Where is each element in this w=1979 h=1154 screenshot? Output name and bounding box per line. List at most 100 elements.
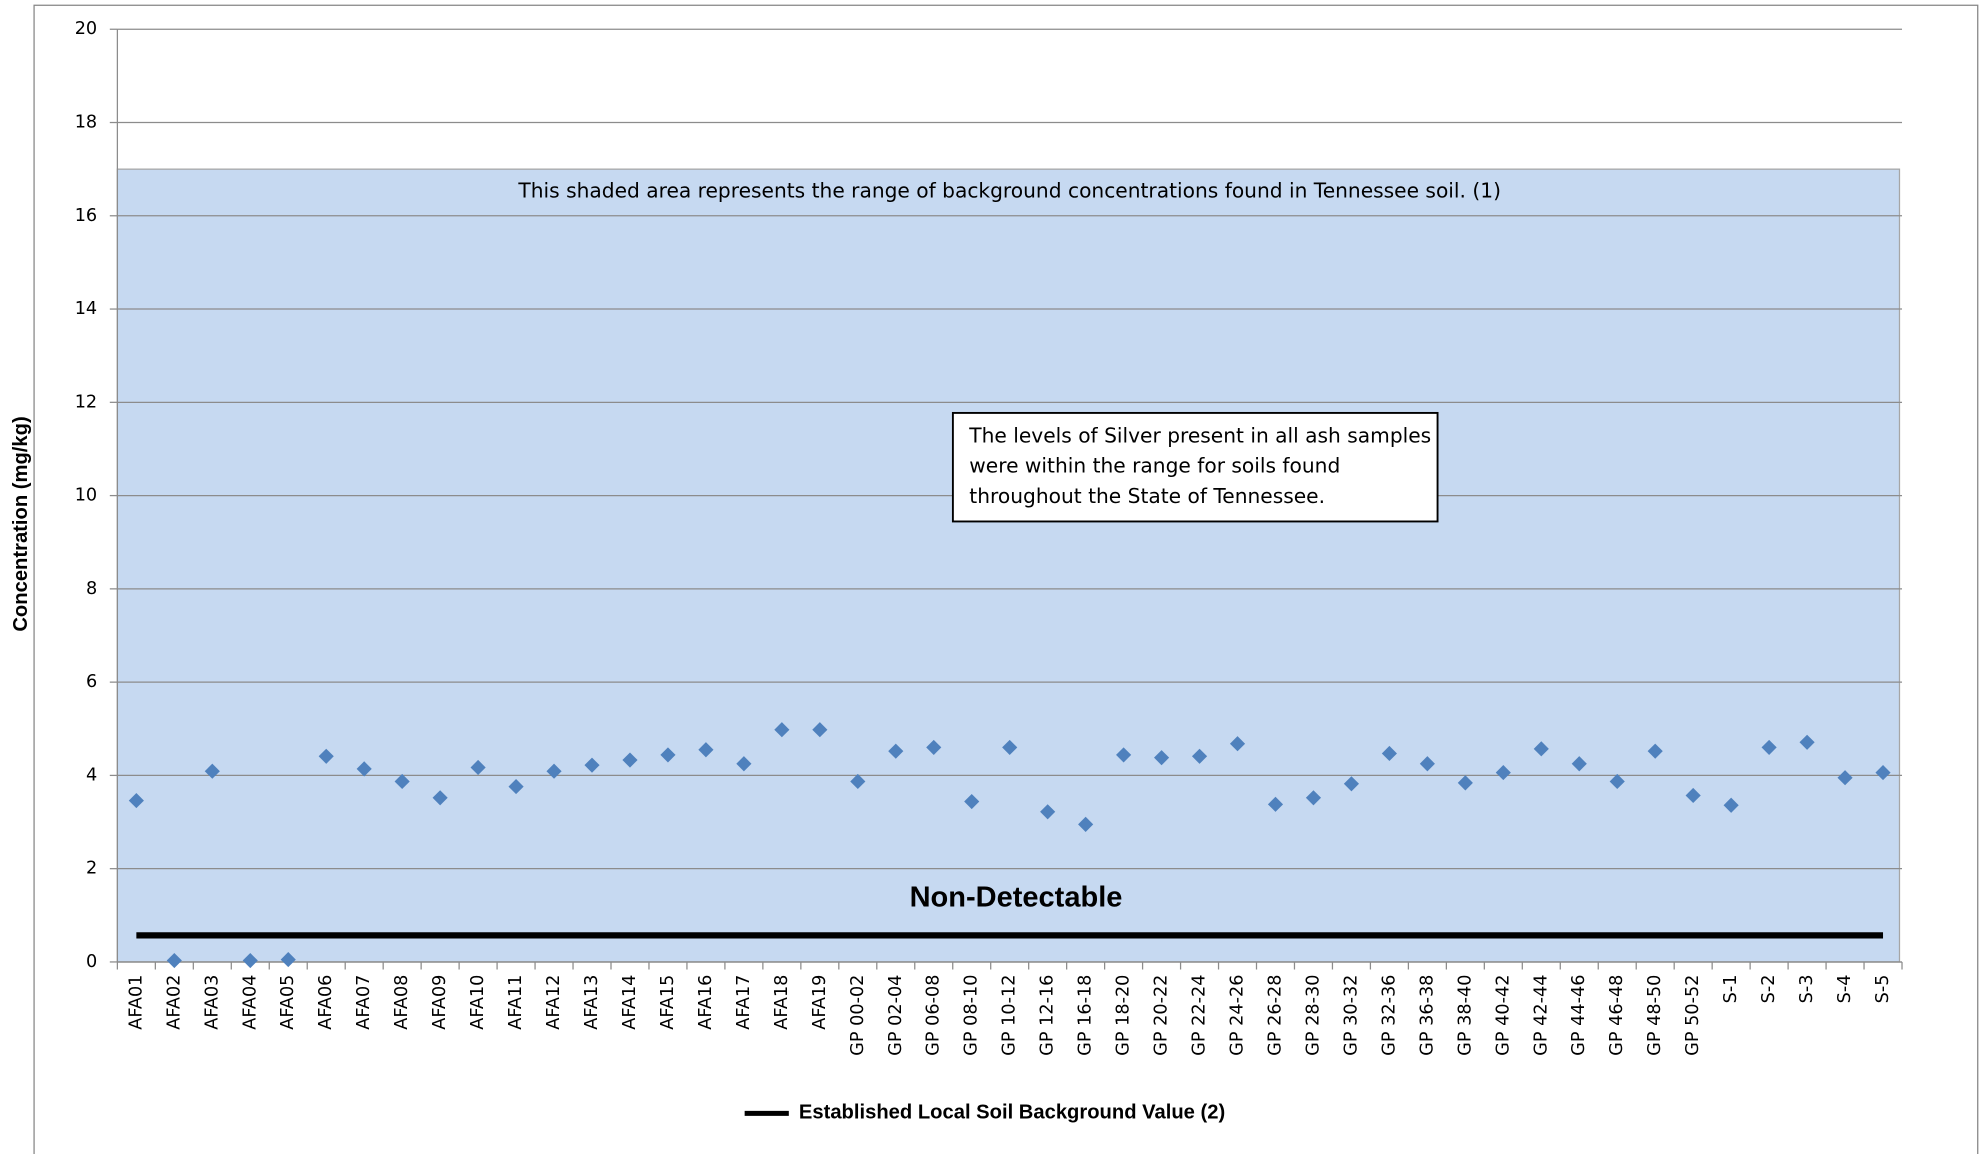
- x-tick-label: S-5: [1873, 975, 1893, 1004]
- point: [432, 790, 448, 806]
- point: [1571, 756, 1587, 772]
- point: [1685, 787, 1701, 804]
- point: [1647, 743, 1663, 759]
- y-tick-label: 16: [75, 206, 97, 226]
- x-tick-label: GP 50-52: [1683, 975, 1703, 1056]
- x-tick-label: AFA16: [696, 975, 716, 1030]
- x-tick-label: S-4: [1835, 975, 1855, 1004]
- x-tick-label: AFA17: [734, 975, 754, 1030]
- point: [1761, 739, 1777, 755]
- point: [280, 952, 296, 968]
- point: [356, 761, 372, 777]
- x-tick-label: AFA04: [240, 975, 260, 1030]
- x-tick-label: GP 46-48: [1607, 975, 1627, 1056]
- point: [888, 743, 904, 759]
- point: [1154, 750, 1170, 766]
- x-tick-label: GP 48-50: [1645, 975, 1665, 1056]
- y-tick-label: 6: [86, 672, 97, 692]
- legend-label: Established Local Soil Background Value …: [799, 1102, 1225, 1124]
- x-tick-label: S-1: [1721, 975, 1741, 1004]
- point: [1116, 747, 1132, 763]
- annotation-text: The levels of Silver present in all ash …: [968, 423, 1431, 447]
- x-tick-label: AFA08: [392, 975, 412, 1030]
- point: [774, 722, 790, 738]
- point: [1495, 765, 1511, 781]
- x-tick-label: S-3: [1797, 975, 1817, 1004]
- point: [584, 757, 600, 773]
- x-tick-label: GP 00-02: [848, 975, 868, 1056]
- x-tick-label: GP 02-04: [886, 975, 906, 1056]
- y-tick-label: 2: [86, 859, 97, 879]
- point: [1305, 790, 1322, 806]
- point: [508, 779, 524, 795]
- x-tick-label: AFA06: [316, 975, 336, 1030]
- point: [622, 752, 638, 768]
- x-tick-label: GP 18-20: [1114, 975, 1134, 1056]
- point: [1609, 773, 1625, 790]
- point: [850, 773, 866, 790]
- annotation-box: [951, 411, 1439, 523]
- point: [1723, 797, 1739, 813]
- x-tick-label: GP 26-28: [1265, 975, 1285, 1056]
- y-tick-label: 10: [75, 486, 97, 506]
- x-tick-label: GP 20-22: [1152, 975, 1172, 1056]
- x-tick-label: AFA14: [620, 975, 640, 1030]
- x-tick-label: AFA18: [772, 975, 792, 1030]
- x-tick-label: GP 36-38: [1417, 975, 1437, 1056]
- x-tick-label: GP 42-44: [1531, 975, 1551, 1056]
- y-tick-label: 18: [75, 113, 97, 133]
- point: [204, 763, 220, 779]
- point: [1040, 804, 1056, 820]
- y-tick-label: 8: [86, 579, 97, 599]
- x-tick-label: GP 32-36: [1379, 975, 1399, 1056]
- y-tick-label: 20: [75, 19, 97, 39]
- point: [812, 722, 828, 738]
- x-tick-label: S-2: [1759, 975, 1779, 1004]
- x-tick-label: GP 16-18: [1076, 975, 1096, 1056]
- y-tick-label: 14: [75, 299, 97, 319]
- x-tick-label: GP 06-08: [924, 975, 944, 1056]
- y-tick-label: 12: [75, 392, 97, 412]
- shaded-range: [116, 168, 1901, 963]
- y-axis-label: Concentration (mg/kg): [10, 416, 32, 631]
- point: [166, 952, 182, 969]
- x-tick-label: AFA07: [354, 975, 374, 1030]
- x-tick-label: GP 40-42: [1493, 975, 1513, 1056]
- x-tick-label: GP 28-30: [1303, 975, 1323, 1056]
- y-tick-label: 4: [86, 765, 97, 785]
- x-tick-label: AFA12: [544, 975, 564, 1030]
- point: [1799, 734, 1815, 750]
- point: [1267, 796, 1284, 812]
- x-tick-label: AFA02: [164, 975, 184, 1030]
- x-tick-label: AFA15: [658, 975, 678, 1030]
- x-tick-label: AFA11: [506, 975, 526, 1030]
- x-tick-label: AFA01: [126, 975, 146, 1030]
- x-tick-label: GP 24-26: [1228, 975, 1248, 1056]
- point: [1457, 775, 1473, 791]
- point: [546, 763, 562, 779]
- reference-label: Non-Detectable: [910, 882, 1123, 914]
- x-tick-label: GP 10-12: [1000, 975, 1020, 1056]
- x-tick-label: AFA05: [278, 975, 298, 1030]
- point: [926, 739, 942, 755]
- x-tick-label: AFA10: [468, 975, 488, 1030]
- y-tick-label: 0: [86, 952, 97, 972]
- point: [1381, 745, 1397, 762]
- x-tick-label: GP 38-40: [1455, 975, 1475, 1056]
- x-tick-label: GP 12-16: [1038, 975, 1058, 1056]
- x-tick-label: AFA09: [430, 975, 450, 1030]
- point: [470, 759, 486, 776]
- x-tick-label: AFA03: [202, 975, 222, 1030]
- x-tick-label: GP 08-10: [962, 975, 982, 1056]
- point: [1875, 765, 1891, 781]
- point: [1533, 741, 1549, 757]
- x-tick-label: GP 30-32: [1341, 975, 1361, 1056]
- point: [1191, 748, 1208, 764]
- annotation-text: were within the range for soils found: [969, 454, 1340, 478]
- annotation-text: throughout the State of Tennessee.: [969, 484, 1325, 508]
- x-tick-label: GP 22-24: [1190, 975, 1210, 1056]
- shaded-note: This shaded area represents the range of…: [517, 179, 1501, 203]
- point: [1343, 776, 1360, 792]
